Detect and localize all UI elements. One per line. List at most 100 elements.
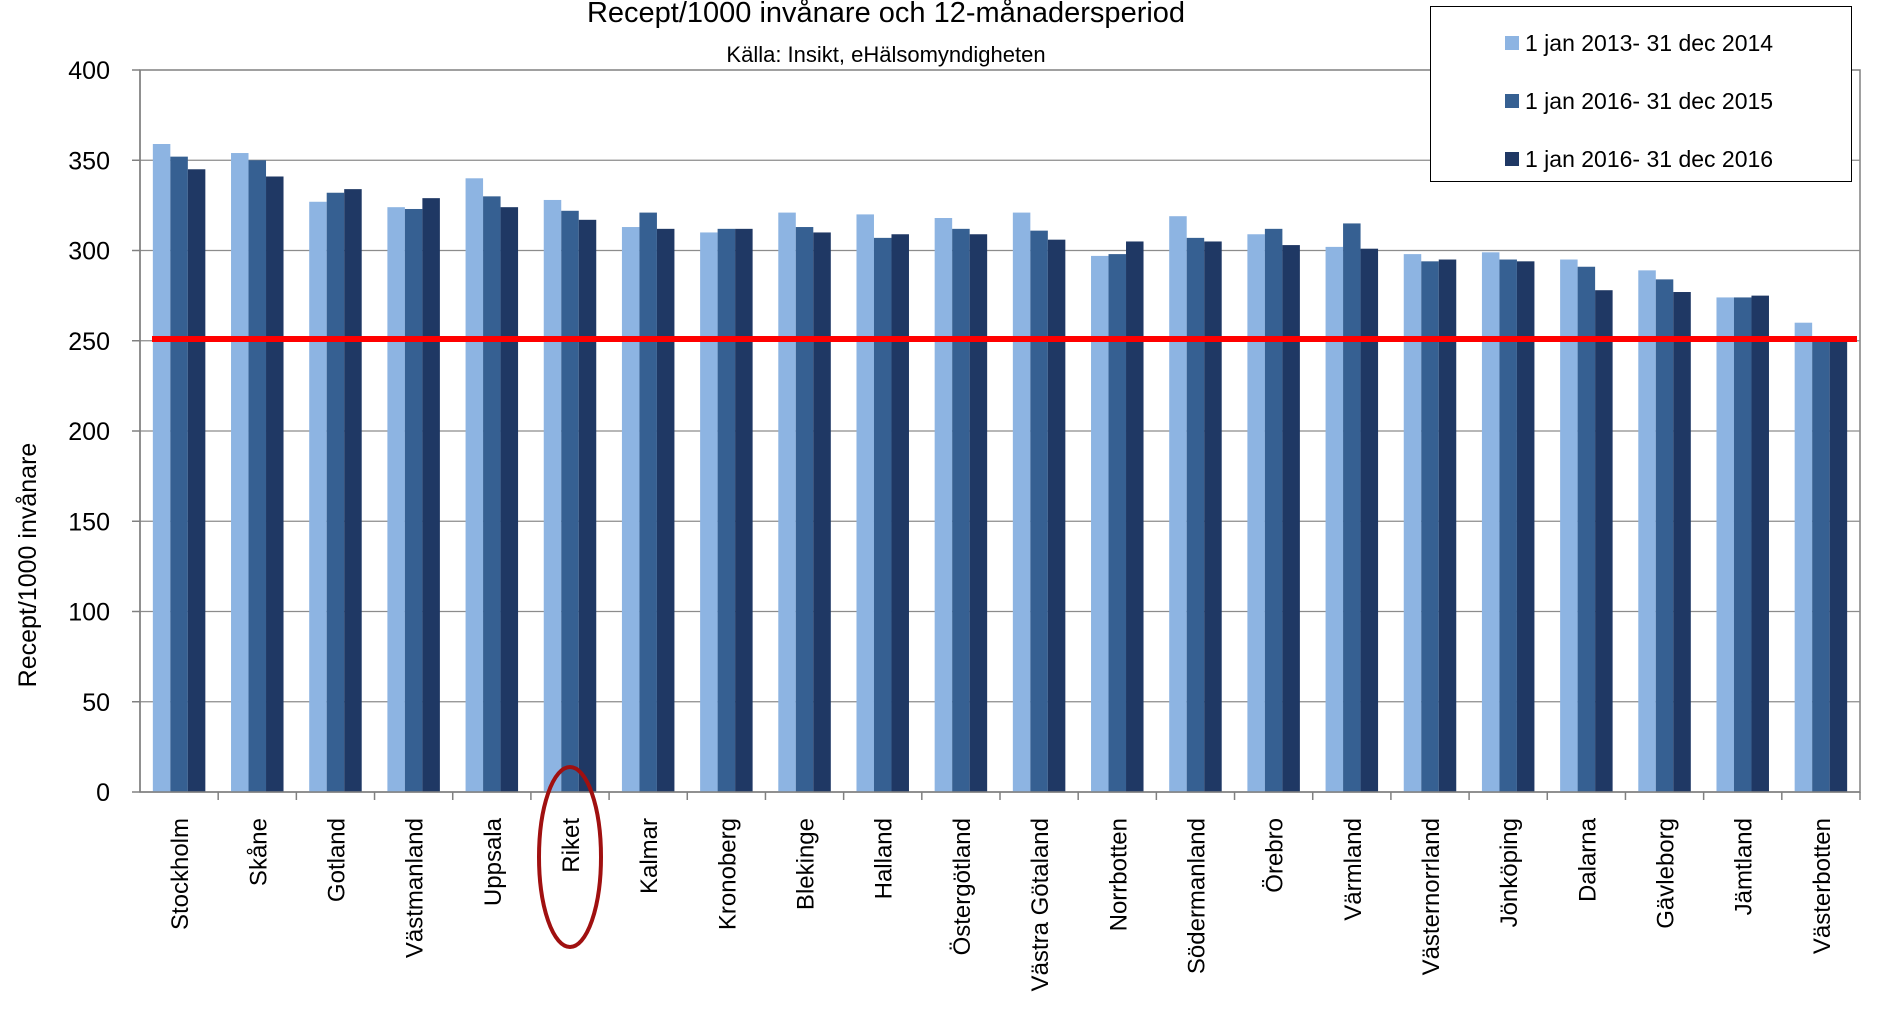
x-tick-label: Västra Götaland [1027, 818, 1054, 991]
bar [326, 192, 345, 793]
y-tick-label: 250 [68, 328, 110, 356]
bar [483, 196, 501, 793]
bar [700, 232, 718, 792]
bar [500, 207, 519, 792]
bar [934, 218, 953, 792]
bar [170, 156, 188, 792]
x-tick-label: Skåne [245, 818, 272, 886]
legend-label-3: 1 jan 2016- 31 dec 2016 [1525, 145, 1774, 172]
x-tick-label: Gotland [323, 818, 350, 902]
bar [717, 228, 736, 793]
bar [465, 178, 484, 793]
y-tick-label: 350 [68, 147, 110, 175]
bar [1595, 290, 1613, 792]
y-tick-label: 150 [68, 508, 110, 536]
bar [735, 228, 753, 793]
legend-label-1: 1 jan 2013- 31 dec 2014 [1525, 29, 1774, 56]
x-tick-label: Kalmar [636, 818, 663, 894]
chart-title: Recept/1000 invånare och 12-månadersperi… [587, 0, 1185, 29]
bar [387, 207, 405, 792]
legend-item-3: 1 jan 2016- 31 dec 2016 [1505, 144, 1773, 174]
bar [778, 212, 796, 793]
bar [1204, 241, 1222, 793]
x-tick-label: Jämtland [1731, 818, 1758, 915]
legend-swatch-2 [1505, 94, 1519, 108]
bar [873, 237, 892, 793]
bar [1560, 259, 1578, 792]
bar [1794, 322, 1813, 792]
bar [1091, 255, 1109, 793]
bar [856, 214, 874, 792]
x-tick-label: Uppsala [480, 817, 507, 906]
bar [422, 198, 440, 792]
bar [187, 169, 206, 792]
bar [248, 160, 267, 792]
bar [1012, 212, 1031, 793]
x-tick-label: Norrbotten [1105, 818, 1132, 931]
x-tick-label: Västerbotten [1809, 818, 1836, 954]
bar [1126, 241, 1144, 793]
bar [1829, 340, 1848, 792]
bar [1421, 261, 1439, 793]
y-tick-label: 50 [82, 689, 110, 717]
bar [1169, 216, 1187, 792]
bar [1655, 279, 1674, 792]
y-tick-label: 300 [68, 238, 110, 266]
bar [231, 153, 249, 792]
x-tick-label: Västernorrland [1418, 818, 1445, 975]
bar [1264, 228, 1283, 793]
bar [543, 199, 562, 792]
bar [1716, 297, 1734, 792]
bar [1282, 245, 1300, 792]
x-tick-label: Västmanland [402, 818, 429, 958]
bar [1108, 254, 1127, 793]
bar [1343, 223, 1361, 793]
bar [1360, 248, 1379, 792]
bar [952, 228, 970, 793]
highlight-ellipse [537, 765, 603, 949]
bar [1499, 259, 1517, 792]
overlays [152, 335, 1857, 949]
bar [1733, 297, 1752, 792]
x-tick-label: Halland [871, 818, 898, 899]
bar [1812, 337, 1830, 792]
bars [152, 144, 1848, 793]
bar [1516, 261, 1535, 793]
bar [309, 201, 327, 792]
chart-subtitle: Källa: Insikt, eHälsomyndigheten [726, 42, 1045, 67]
bar [1047, 239, 1066, 793]
bar [1325, 246, 1344, 792]
y-axis-title: Recept/1000 invånare [14, 443, 42, 688]
bar [621, 227, 640, 792]
bar [578, 219, 597, 792]
x-tick-label: Blekinge [793, 818, 820, 910]
x-axis-labels: Stockholm Skåne Gotland Västmanland Uppsala R… [167, 817, 1836, 991]
bar [639, 212, 657, 793]
x-tick-label: Stockholm [167, 818, 194, 930]
bar [1751, 295, 1769, 792]
bar [1403, 254, 1422, 793]
x-tick-label: Gävleborg [1653, 818, 1680, 929]
bar [891, 234, 909, 792]
bar [969, 234, 988, 792]
x-tick-label: Kronoberg [714, 818, 741, 930]
x-tick-label: Värmland [1340, 818, 1367, 921]
y-tick-label: 0 [96, 779, 110, 807]
bar [266, 176, 284, 792]
y-tick-label: 400 [68, 57, 110, 85]
bar [1438, 259, 1457, 792]
x-tick-label: Dalarna [1574, 817, 1601, 902]
x-tick-label: Riket [558, 818, 585, 873]
bar [1577, 266, 1596, 792]
bar [1638, 270, 1656, 793]
legend-swatch-1 [1505, 36, 1519, 50]
bar [1673, 292, 1691, 792]
y-axis-ticks: 0 50 100 150 200 250 300 350 400 [68, 57, 140, 807]
x-tick-label: Södermanland [1183, 818, 1210, 974]
bar [1481, 252, 1500, 792]
bar [152, 144, 171, 792]
axes [139, 70, 1861, 800]
legend-label-2: 1 jan 2016- 31 dec 2015 [1525, 87, 1774, 114]
bar [404, 208, 423, 793]
